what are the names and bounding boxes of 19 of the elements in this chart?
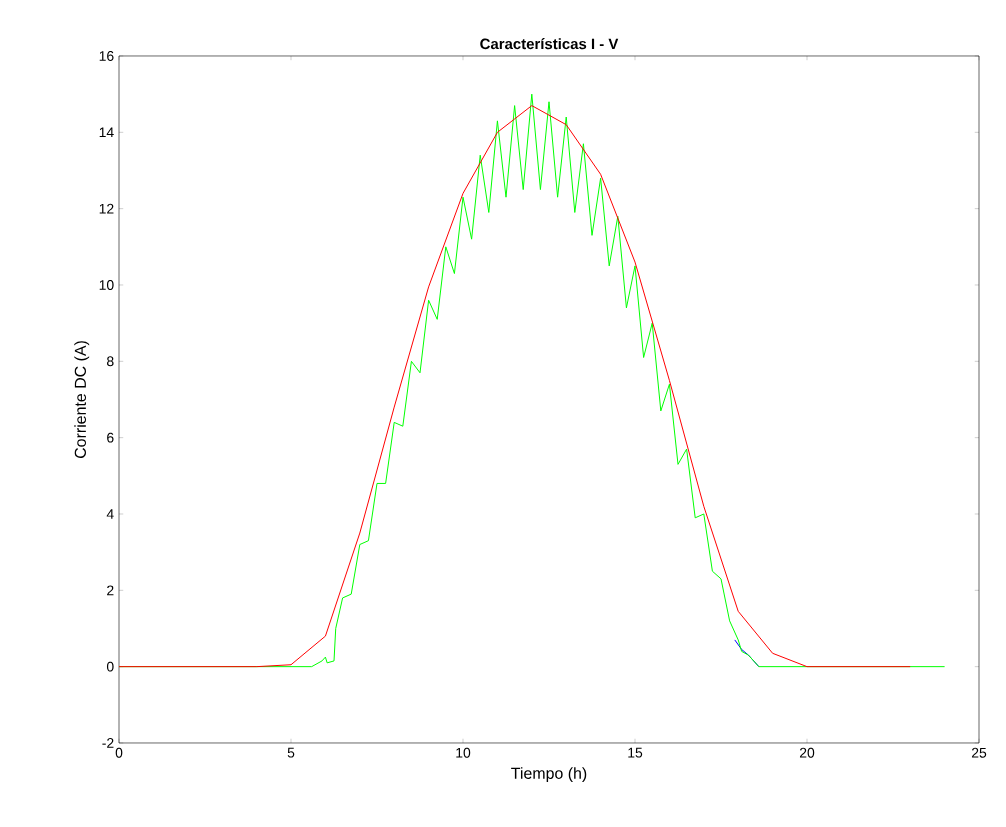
x-tick-label: 0 <box>115 747 123 758</box>
x-tick-label: 10 <box>456 747 471 758</box>
x-tick-label: 5 <box>287 747 295 758</box>
y-tick-label: 8 <box>107 356 114 367</box>
y-tick-label: 10 <box>99 280 114 290</box>
y-axis-title: Corriente DC (A) <box>74 341 90 459</box>
y-tick-label: 12 <box>99 203 114 214</box>
x-tick-label: 15 <box>628 747 643 758</box>
y-tick-label: 14 <box>99 127 114 138</box>
y-tick-label: 16 <box>99 51 114 61</box>
x-tick-label: 25 <box>971 747 987 758</box>
y-tick-label: 0 <box>106 661 114 672</box>
x-tick-label: 20 <box>799 747 815 758</box>
y-tick-label: -2 <box>102 738 114 748</box>
chart-title: Características I - V <box>480 38 619 50</box>
x-axis-title: Tiempo (h) <box>511 767 587 783</box>
y-tick-label: 6 <box>107 432 114 443</box>
y-tick-label: 2 <box>107 585 114 596</box>
y-tick-label: 4 <box>106 509 114 519</box>
